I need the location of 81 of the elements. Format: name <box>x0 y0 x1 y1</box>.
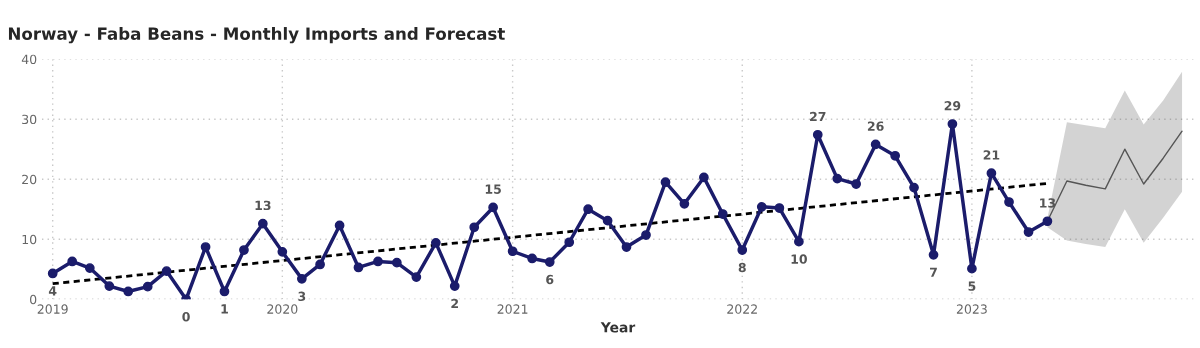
y-tick-label: 30 <box>22 114 37 125</box>
point <box>812 129 823 140</box>
point <box>699 172 709 183</box>
point <box>142 281 153 292</box>
point <box>641 230 651 240</box>
data-label: 29 <box>944 101 961 111</box>
point <box>986 168 997 179</box>
point <box>277 246 288 257</box>
point <box>488 202 498 213</box>
point <box>219 286 230 297</box>
data-label: 13 <box>255 200 271 211</box>
point <box>679 198 690 209</box>
y-tick-label: 0 <box>30 294 37 305</box>
point <box>583 204 593 215</box>
point <box>544 257 555 267</box>
point <box>621 242 632 252</box>
point <box>870 139 881 150</box>
y-tick-label: 40 <box>21 54 37 65</box>
point <box>67 256 78 267</box>
x-tick-label: 2020 <box>267 304 298 314</box>
point <box>832 173 843 184</box>
x-tick-label: 2019 <box>37 304 68 314</box>
point <box>602 215 613 226</box>
point <box>1023 227 1034 237</box>
data-label: 3 <box>298 291 306 302</box>
data-label: 6 <box>546 274 554 285</box>
point <box>660 177 671 188</box>
data-label: 7 <box>930 267 937 277</box>
data-label: 1 <box>221 304 228 314</box>
point <box>353 262 364 273</box>
point <box>123 286 134 297</box>
data-label: 27 <box>810 111 826 122</box>
point <box>373 256 383 267</box>
y-tick-label: 10 <box>22 234 37 245</box>
point <box>430 237 441 248</box>
x-tick-label: 2022 <box>727 304 757 314</box>
point <box>1004 197 1014 207</box>
point <box>104 281 115 291</box>
point <box>334 220 345 231</box>
point <box>967 263 977 274</box>
point <box>296 274 307 284</box>
point <box>928 249 939 260</box>
point <box>774 203 785 213</box>
point <box>794 236 804 247</box>
x-tick-label: 2023 <box>956 304 987 314</box>
point <box>47 268 58 279</box>
y-tick-label: 20 <box>22 174 37 185</box>
point <box>391 257 402 268</box>
point <box>161 266 172 276</box>
point <box>239 245 249 255</box>
data-label: 13 <box>1040 198 1056 208</box>
point <box>449 281 460 291</box>
point <box>717 209 728 219</box>
data-label: 4 <box>48 286 57 296</box>
point <box>1042 216 1053 227</box>
point <box>737 245 748 255</box>
point <box>564 237 575 248</box>
point <box>947 119 958 129</box>
point <box>315 259 325 270</box>
data-label: 10 <box>791 254 807 264</box>
data-label: 2 <box>451 298 458 309</box>
point <box>890 150 901 161</box>
x-tick-label: 2021 <box>497 304 528 314</box>
point <box>909 182 919 193</box>
point <box>84 263 95 273</box>
point <box>257 218 268 229</box>
data-label: 15 <box>485 184 501 194</box>
point <box>851 179 862 189</box>
point <box>507 246 518 257</box>
point <box>527 253 537 264</box>
point <box>200 242 211 252</box>
data-label: 8 <box>738 262 746 273</box>
chart-title: Norway - Faba Beans - Monthly Imports and Forecast <box>8 27 505 44</box>
data-label: 26 <box>867 121 884 131</box>
point <box>411 272 422 282</box>
data-label: 21 <box>983 150 1000 160</box>
point <box>469 222 480 233</box>
point <box>756 201 767 212</box>
data-label: 5 <box>968 281 976 291</box>
x-axis-title: Year <box>600 322 636 333</box>
data-label: 0 <box>182 312 190 322</box>
